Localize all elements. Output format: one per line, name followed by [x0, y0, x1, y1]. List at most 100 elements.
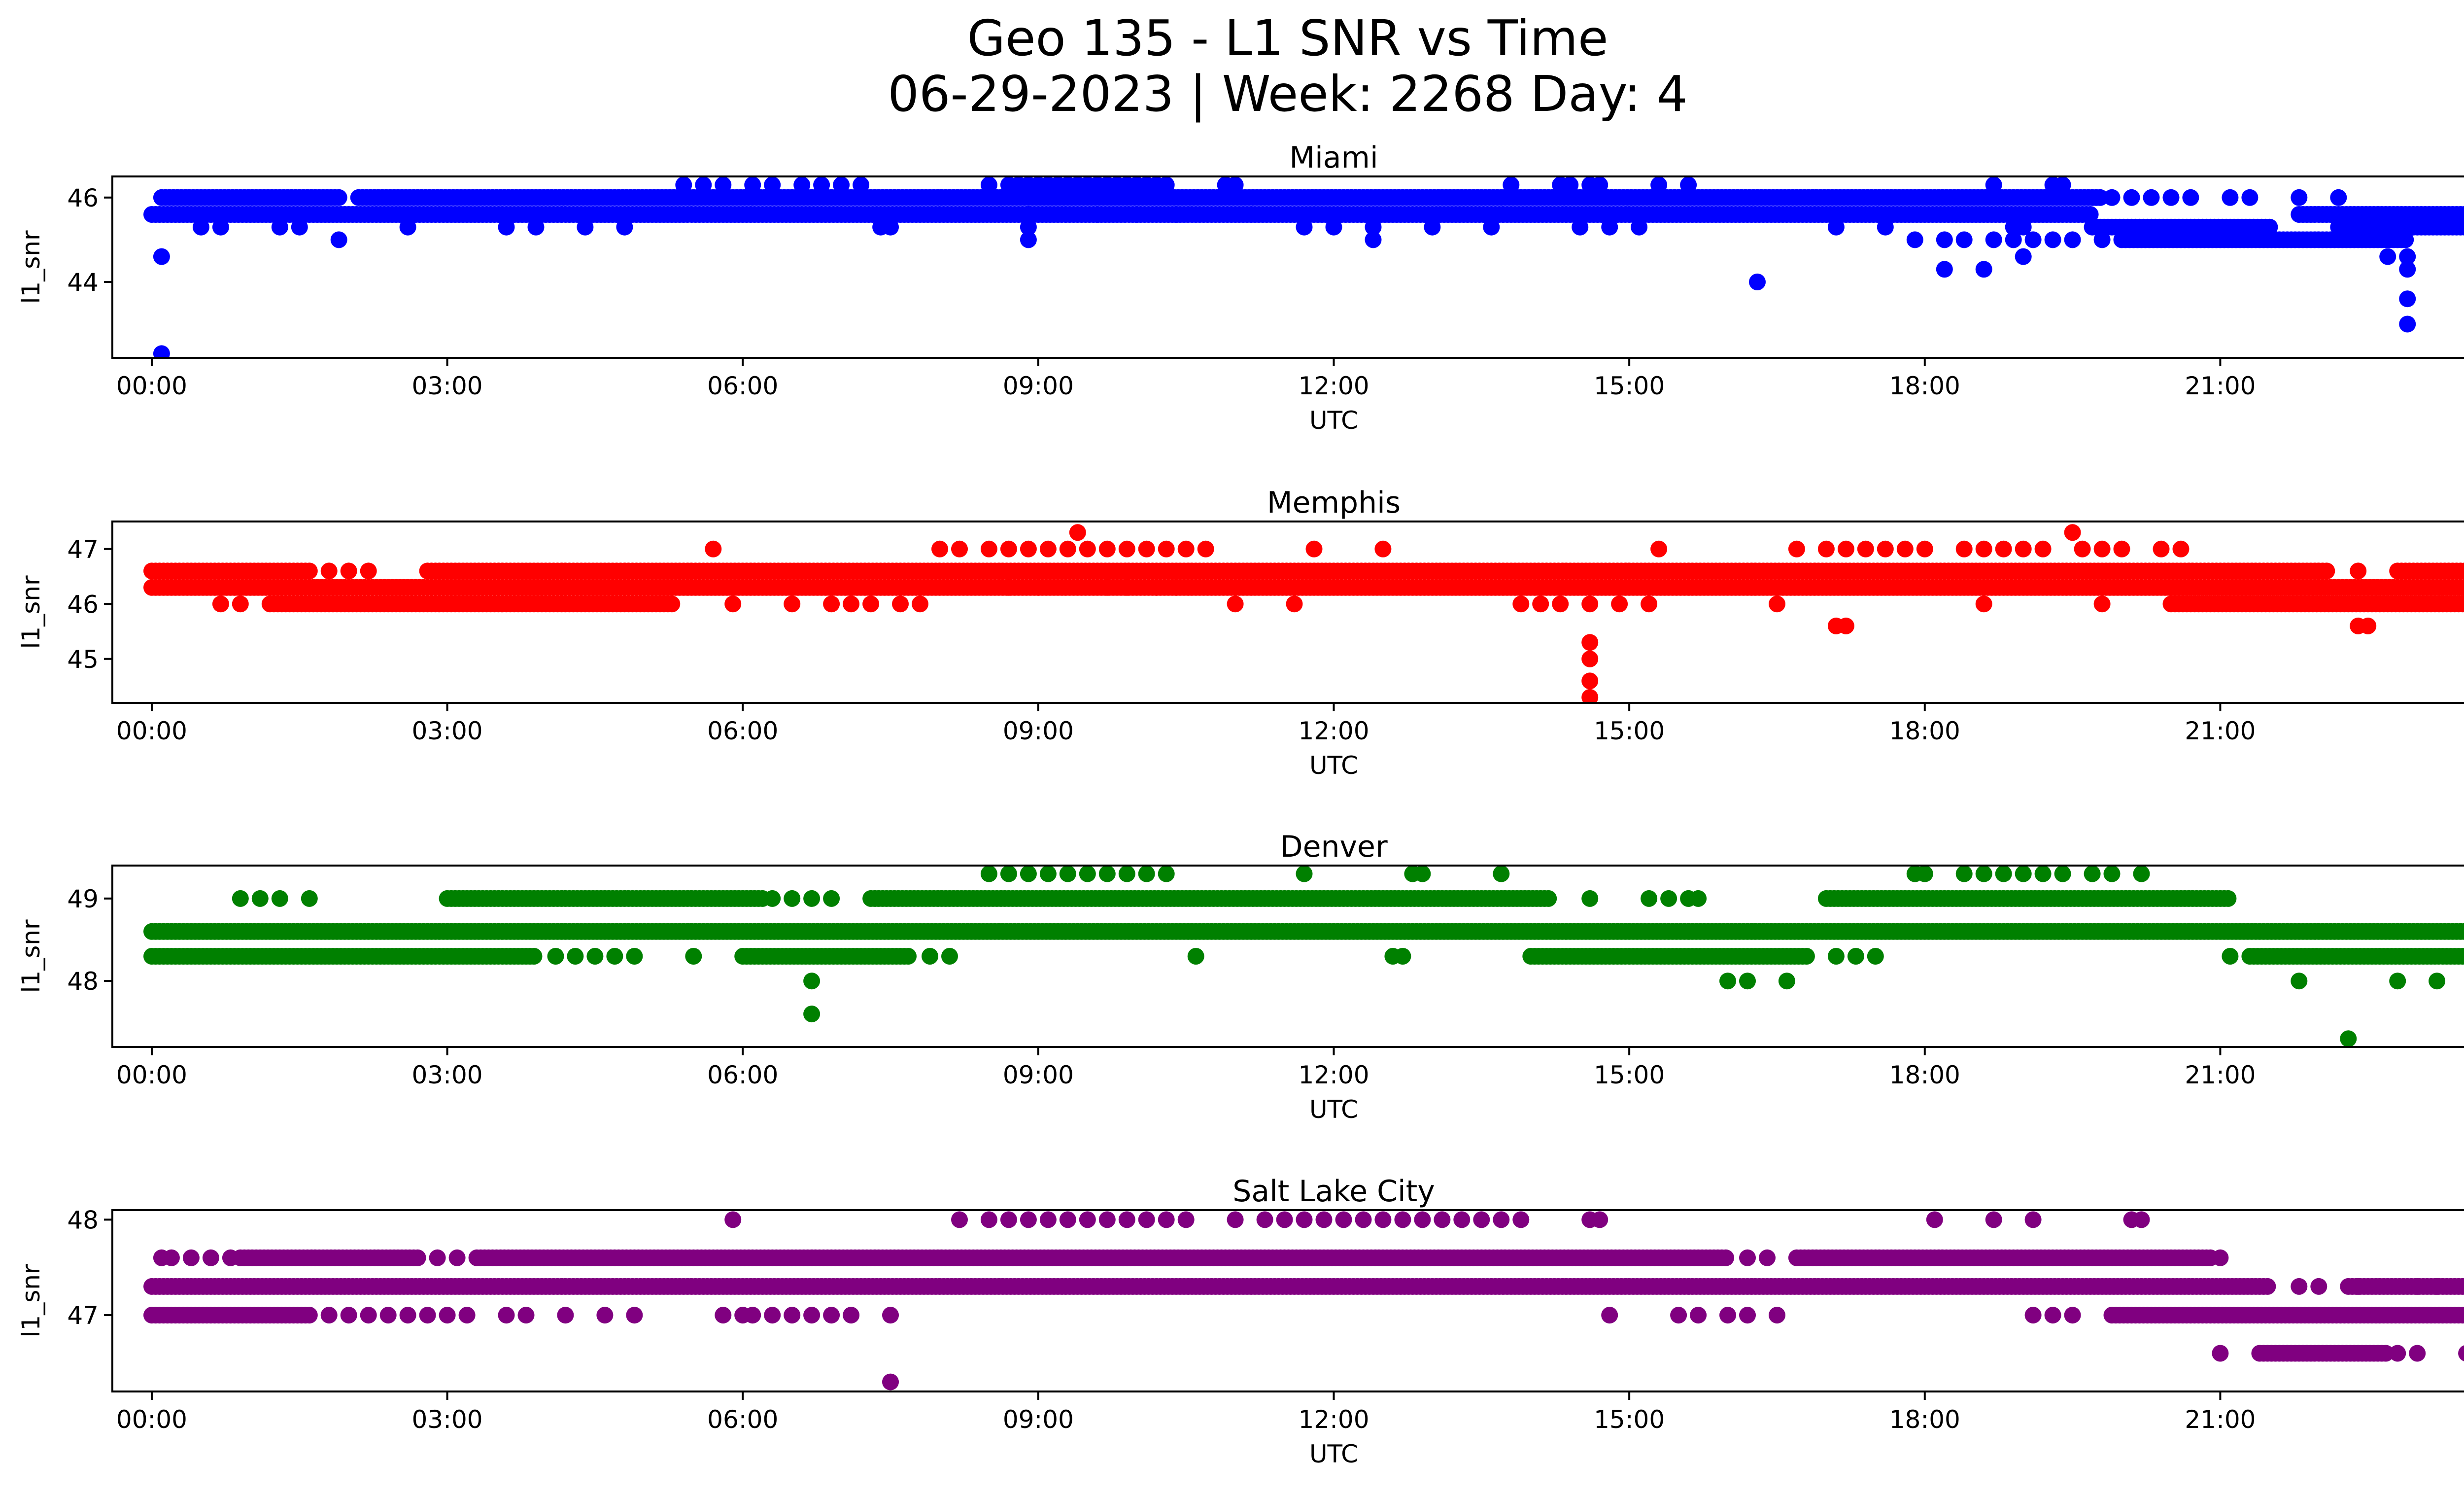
- data-point: [1089, 206, 1106, 223]
- x-axis-label: UTC: [1309, 751, 1358, 780]
- data-point: [1739, 973, 1756, 990]
- y-tick-label: 47: [67, 535, 99, 564]
- data-point: [1296, 218, 1313, 236]
- data-point: [1975, 595, 1992, 613]
- x-tick-label: 09:00: [1003, 372, 1074, 400]
- figure-title-line-1: Geo 135 - L1 SNR vs Time: [967, 9, 1608, 67]
- data-point: [2350, 562, 2367, 580]
- x-tick-label: 06:00: [707, 1061, 778, 1089]
- data-point: [833, 176, 850, 194]
- data-point: [2005, 231, 2022, 248]
- data-point: [2462, 598, 2464, 610]
- data-point: [2034, 866, 2052, 882]
- x-tick-label: 15:00: [1594, 1061, 1665, 1089]
- data-point: [2074, 540, 2091, 557]
- data-point: [399, 218, 416, 236]
- data-point: [1680, 176, 1697, 194]
- data-point: [813, 176, 830, 194]
- data-point: [2172, 540, 2190, 557]
- data-point: [744, 176, 761, 194]
- data-point: [2259, 1278, 2276, 1295]
- data-point: [1877, 540, 1894, 557]
- data-point: [192, 218, 209, 236]
- scatter-points: [143, 1211, 2464, 1391]
- data-point: [2220, 890, 2237, 907]
- y-axis-label: l1_snr: [17, 919, 45, 993]
- data-point: [2091, 189, 2109, 206]
- data-point: [2399, 290, 2416, 308]
- data-point: [1424, 218, 1441, 236]
- data-point: [1867, 948, 1884, 965]
- data-point: [1552, 595, 1569, 613]
- data-point: [1660, 890, 1677, 907]
- data-point: [1955, 866, 1973, 882]
- data-point: [1098, 866, 1116, 882]
- data-point: [705, 540, 722, 557]
- data-point: [803, 1006, 821, 1023]
- data-point: [212, 218, 229, 236]
- data-point: [2291, 189, 2308, 206]
- x-tick-label: 15:00: [1594, 717, 1665, 745]
- data-point: [1631, 218, 1648, 236]
- data-point: [271, 890, 288, 907]
- data-point: [1512, 595, 1530, 613]
- data-point: [2103, 189, 2121, 206]
- x-tick-label: 03:00: [412, 1061, 483, 1089]
- data-point: [941, 948, 958, 965]
- data-point: [1690, 890, 1707, 907]
- data-point: [2397, 231, 2414, 248]
- x-tick-label: 03:00: [412, 372, 483, 400]
- data-point: [1916, 540, 1933, 557]
- data-point: [980, 866, 997, 882]
- data-point: [1650, 176, 1668, 194]
- data-point: [1641, 595, 1658, 613]
- data-point: [892, 595, 909, 613]
- data-point: [1000, 540, 1017, 557]
- data-point: [2015, 248, 2032, 265]
- data-point: [251, 890, 269, 907]
- data-point: [1798, 948, 1815, 965]
- data-point: [1079, 540, 1096, 557]
- data-point: [1197, 540, 1214, 557]
- y-tick-label: 48: [67, 967, 99, 996]
- data-point: [409, 1249, 426, 1266]
- data-point: [2261, 218, 2278, 236]
- data-point: [1749, 274, 1766, 290]
- data-point: [2082, 206, 2099, 223]
- data-point: [1837, 540, 1854, 557]
- data-point: [271, 218, 288, 236]
- data-point: [616, 218, 633, 236]
- data-point: [853, 176, 870, 194]
- data-point: [882, 218, 899, 236]
- data-point: [1020, 218, 1037, 236]
- data-point: [1778, 973, 1795, 990]
- data-point: [1305, 540, 1323, 557]
- data-point: [626, 948, 643, 965]
- data-point: [1769, 595, 1785, 613]
- data-point: [1641, 890, 1658, 907]
- data-point: [793, 176, 811, 194]
- data-point: [2113, 540, 2130, 557]
- data-point: [1158, 866, 1175, 882]
- data-point: [1857, 540, 1874, 557]
- data-point: [2460, 564, 2464, 578]
- x-tick-label: 21:00: [2185, 372, 2256, 400]
- data-point: [900, 948, 917, 965]
- data-point: [2399, 261, 2416, 278]
- data-point: [2460, 207, 2464, 222]
- x-tick-label: 09:00: [1003, 717, 1074, 745]
- data-point: [2222, 948, 2239, 965]
- x-tick-label: 12:00: [1298, 372, 1369, 400]
- data-point: [1611, 595, 1628, 613]
- data-point: [2458, 596, 2464, 612]
- data-point: [1532, 595, 1549, 613]
- data-point: [1394, 948, 1411, 965]
- y-tick-label: 44: [67, 268, 99, 297]
- data-point: [153, 345, 170, 358]
- data-point: [2318, 562, 2335, 580]
- data-point: [2340, 1030, 2357, 1047]
- data-point: [931, 540, 948, 557]
- data-point: [1906, 231, 1923, 248]
- data-point: [1877, 218, 1894, 236]
